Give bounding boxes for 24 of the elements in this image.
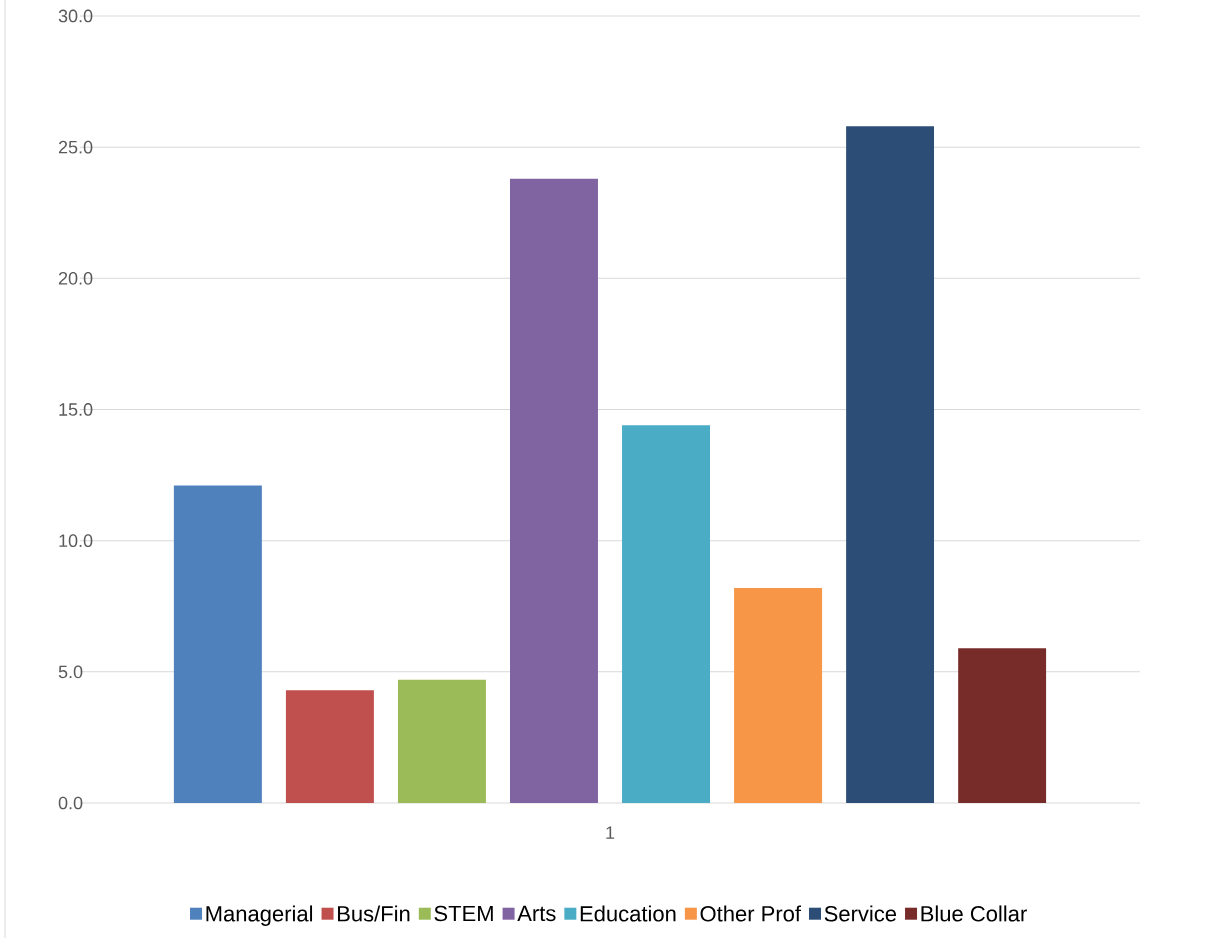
bar [397, 679, 486, 803]
legend-label: Service [824, 905, 897, 922]
bar [509, 178, 598, 803]
legend-label: Education [580, 905, 676, 922]
bar [173, 485, 262, 803]
legend-label: Arts [517, 905, 556, 922]
y-tick-label: 20.0 [58, 271, 93, 285]
legend-label: STEM [434, 905, 493, 922]
bar [958, 648, 1047, 803]
legend-label: Other Prof [700, 905, 802, 922]
y-tick-label: 5.0 [58, 665, 83, 679]
y-tick-label: 10.0 [59, 534, 93, 548]
legend-label: Managerial [206, 905, 313, 926]
y-tick-label: 0.0 [58, 796, 83, 810]
y-tick-label: 15.0 [59, 403, 93, 416]
bar [285, 690, 374, 803]
x-tick-label: 1 [606, 826, 615, 839]
legend-label: Blue Collar [921, 905, 1027, 922]
y-tick-label: 30.0 [58, 9, 93, 23]
legend-label: Bus/Fin [338, 905, 410, 922]
bar [846, 126, 935, 803]
bar [734, 587, 823, 803]
bar [622, 425, 711, 803]
y-tick-label: 25.0 [58, 140, 93, 154]
